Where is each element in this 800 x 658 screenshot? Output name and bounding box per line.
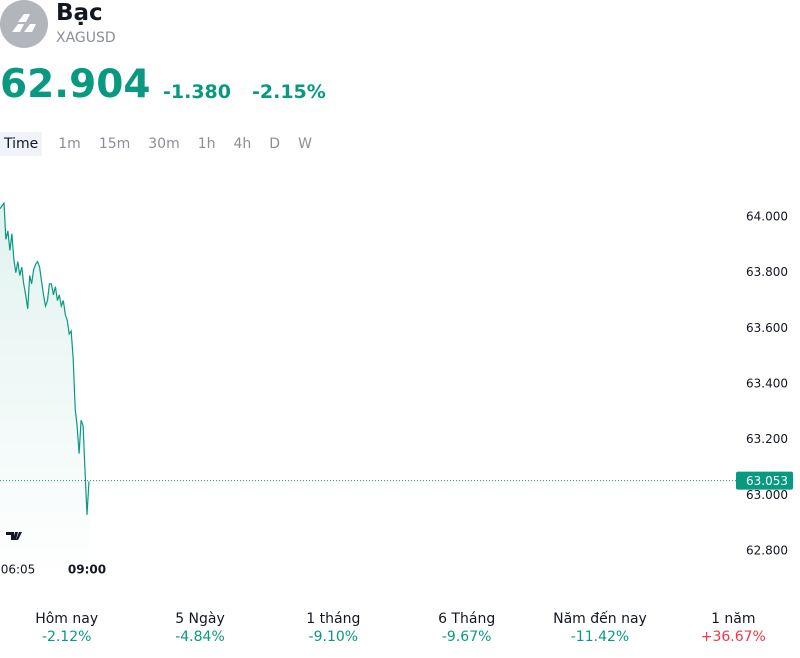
last-price-label: 63.053: [746, 474, 788, 488]
interval-button[interactable]: Time: [0, 132, 43, 156]
price: 62.904: [0, 62, 151, 107]
symbol-name: Bạc: [56, 0, 103, 26]
performance-label: Hôm nay: [35, 611, 99, 627]
interval-button[interactable]: 4h: [233, 136, 252, 152]
performance-item[interactable]: Năm đến nay -11.42%: [533, 610, 666, 646]
performance-label: 5 Ngày: [175, 611, 225, 627]
interval-button[interactable]: 1h: [197, 136, 216, 152]
y-tick-label: 63.000: [746, 488, 788, 502]
performance-item[interactable]: 6 Tháng -9.67%: [400, 610, 533, 646]
performance-item[interactable]: Hôm nay -2.12%: [0, 610, 133, 646]
area: [0, 203, 89, 579]
y-tick-label: 62.800: [746, 543, 788, 557]
y-tick-label: 63.200: [746, 432, 788, 446]
performance-label: 1 năm: [711, 611, 756, 627]
performance-value: -4.84%: [175, 629, 225, 645]
y-tick-label: 63.800: [746, 265, 788, 279]
change: -1.380: [163, 81, 231, 103]
performance-value: -11.42%: [570, 629, 630, 645]
icon-bars: [12, 14, 36, 32]
performance-item[interactable]: 1 năm +36.67%: [667, 610, 800, 646]
interval-button[interactable]: D: [269, 136, 281, 152]
symbol-code: XAGUSD: [56, 30, 116, 46]
performance: Hôm nay -2.12% 5 Ngày -4.84% 1 tháng -9.10% 6 …: [0, 610, 800, 646]
interval-bar: Time 1m 15m 30m 1h 4h D W: [0, 132, 326, 156]
interval-button[interactable]: 15m: [98, 136, 131, 152]
performance-value: -9.10%: [308, 629, 359, 645]
performance-label: 1 tháng: [306, 611, 361, 627]
performance-value: +36.67%: [700, 629, 766, 645]
interval-button[interactable]: 30m: [148, 136, 180, 152]
y-tick-label: 63.400: [746, 377, 788, 391]
performance-label: Năm đến nay: [553, 611, 647, 627]
performance-label: 6 Tháng: [438, 611, 496, 627]
line: [0, 201, 90, 515]
change-percent: -2.15%: [252, 81, 326, 103]
performance-item[interactable]: 1 tháng -9.10%: [267, 610, 400, 646]
interval-button[interactable]: 1m: [58, 136, 81, 152]
y-tick-label: 64.000: [746, 210, 788, 224]
performance-value: -9.67%: [441, 629, 492, 645]
interval-button[interactable]: W: [298, 136, 312, 152]
performance-value: -2.12%: [41, 629, 92, 645]
y-tick-label: 63.600: [746, 321, 788, 335]
performance-item[interactable]: 5 Ngày -4.84%: [133, 610, 266, 646]
last-price-box: [736, 471, 793, 490]
